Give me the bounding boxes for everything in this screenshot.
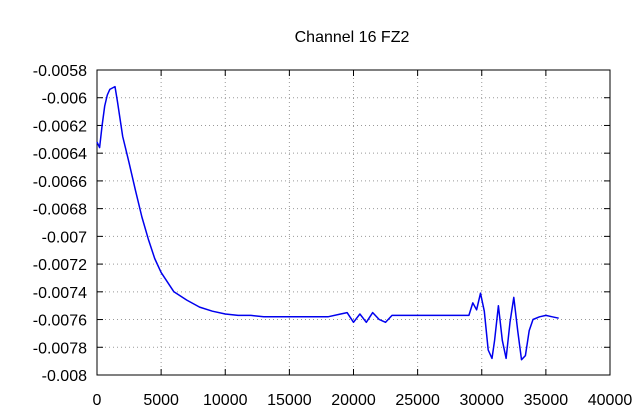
x-tick-label: 25000 bbox=[395, 392, 440, 409]
y-tick-label: -0.006 bbox=[42, 91, 87, 108]
y-tick-label: -0.0064 bbox=[33, 146, 87, 163]
x-tick-label: 40000 bbox=[588, 392, 633, 409]
y-axis-tick-labels: -0.0058 -0.006 -0.0062 -0.0064 -0.0066 -0.006… bbox=[33, 63, 87, 385]
x-tick-label: 5000 bbox=[143, 392, 179, 409]
x-tick-label: 10000 bbox=[203, 392, 248, 409]
series-line-1 bbox=[96, 85, 559, 361]
x-tick-label: 35000 bbox=[524, 392, 569, 409]
y-tick-label: -0.0066 bbox=[33, 174, 87, 191]
y-tick-label: -0.0058 bbox=[33, 63, 87, 80]
grid-lines bbox=[97, 70, 610, 375]
chart-title: Channel 16 FZ2 bbox=[295, 29, 410, 46]
y-tick-label: -0.0072 bbox=[33, 257, 87, 274]
y-tick-label: -0.0076 bbox=[33, 313, 87, 330]
y-tick-label: -0.008 bbox=[42, 368, 87, 385]
y-tick-label: -0.0074 bbox=[33, 285, 87, 302]
x-tick-label: 15000 bbox=[267, 392, 312, 409]
y-tick-label: -0.0062 bbox=[33, 118, 87, 135]
axis-ticks bbox=[96, 69, 611, 376]
x-tick-label: 0 bbox=[93, 392, 102, 409]
series-layer bbox=[96, 85, 559, 361]
y-tick-label: -0.007 bbox=[42, 229, 87, 246]
y-tick-label: -0.0078 bbox=[33, 340, 87, 357]
x-tick-label: 30000 bbox=[460, 392, 505, 409]
y-tick-label: -0.0068 bbox=[33, 202, 87, 219]
x-axis-tick-labels: 0 5000 10000 15000 20000 25000 30000 35000 40000 bbox=[93, 392, 633, 409]
x-tick-label: 20000 bbox=[331, 392, 376, 409]
